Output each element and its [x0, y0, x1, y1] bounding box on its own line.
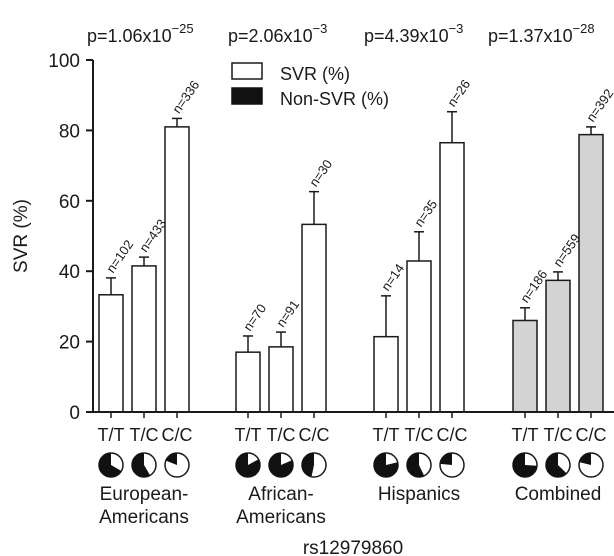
- y-tick-label: 40: [59, 262, 80, 283]
- group-name: Hispanics: [378, 484, 460, 505]
- bar: [235, 351, 261, 413]
- p-value-label: p=1.06x10−25: [87, 21, 194, 46]
- bar: [131, 265, 157, 413]
- p-values: p=1.06x10−25 p=2.06x10−3 p=4.39x10−3 p=1.37…: [87, 21, 595, 46]
- pie-slice-non-svr: [407, 453, 425, 477]
- legend-label-svr: SVR (%): [280, 64, 350, 84]
- group-name: European-: [100, 484, 189, 505]
- legend-label-non-svr: Non-SVR (%): [280, 89, 389, 109]
- p-value-base: p=1.37x10: [488, 26, 573, 46]
- p-value-exponent: −28: [573, 21, 595, 36]
- bar: [578, 133, 604, 413]
- genotype-label: T/T: [512, 425, 539, 445]
- x-axis-label: rs12979860: [303, 538, 403, 556]
- bar: [512, 319, 538, 413]
- genotype-label: T/T: [235, 425, 262, 445]
- genotype-label: T/C: [544, 425, 573, 445]
- pie-slice-non-svr: [546, 453, 567, 477]
- genotype-label: T/C: [405, 425, 434, 445]
- pie-slice-non-svr: [236, 453, 260, 477]
- group-name: Americans: [236, 507, 326, 528]
- bar: [98, 294, 124, 413]
- legend-swatch-non-svr: [231, 87, 263, 105]
- genotype-label: T/T: [373, 425, 400, 445]
- p-value-base: p=1.06x10: [87, 26, 172, 46]
- bar: [545, 279, 571, 413]
- pie-slice-non-svr: [269, 453, 294, 477]
- pie-slice-non-svr: [98, 453, 122, 478]
- p-value-exponent: −3: [313, 21, 328, 36]
- pie-slice-non-svr: [132, 453, 151, 477]
- p-value-exponent: −3: [449, 21, 464, 36]
- genotype-label: T/C: [130, 425, 159, 445]
- group-name: African-: [248, 484, 313, 505]
- pie-slice-non-svr: [579, 453, 591, 465]
- p-value-label: p=2.06x10−3: [228, 21, 327, 46]
- bar: [301, 223, 327, 413]
- bar: [164, 126, 190, 413]
- genotype-label: C/C: [576, 425, 607, 445]
- pie-slice-non-svr: [440, 453, 452, 465]
- n-label: n=91: [273, 297, 302, 330]
- p-value-base: p=4.39x10: [364, 26, 449, 46]
- genotype-label: T/C: [267, 425, 296, 445]
- pie-slice-non-svr: [513, 453, 537, 477]
- p-value-base: p=2.06x10: [228, 26, 313, 46]
- genotype-label: C/C: [162, 425, 193, 445]
- y-axis-label: SVR (%): [11, 199, 32, 273]
- bar: [439, 141, 465, 413]
- group-name: Combined: [515, 484, 602, 505]
- p-value-label: p=1.37x10−28: [488, 21, 595, 46]
- bar: [373, 335, 399, 413]
- n-label: n=30: [306, 157, 335, 190]
- y-tick-label: 20: [59, 333, 80, 354]
- legend: SVR (%) Non-SVR (%): [231, 62, 389, 109]
- legend-swatch-svr: [231, 62, 263, 80]
- genotype-label: C/C: [299, 425, 330, 445]
- y-tick-label: 80: [59, 121, 80, 142]
- bar: [406, 260, 432, 413]
- n-label: n=336: [169, 78, 202, 117]
- n-label: n=392: [583, 86, 614, 125]
- p-value-label: p=4.39x10−3: [364, 21, 463, 46]
- n-label: n=26: [444, 77, 473, 110]
- pie-slice-non-svr: [165, 453, 177, 465]
- n-label: n=70: [240, 301, 269, 334]
- n-label: n=14: [378, 261, 407, 294]
- y-tick-label: 100: [48, 51, 80, 72]
- group-name: Americans: [99, 507, 189, 528]
- y-tick-label: 0: [69, 403, 80, 424]
- genotype-label: T/T: [98, 425, 125, 445]
- pie-slice-non-svr: [301, 452, 314, 477]
- p-value-exponent: −25: [172, 21, 194, 36]
- bar: [268, 346, 294, 413]
- genotype-label: C/C: [437, 425, 468, 445]
- pie-slice-non-svr: [374, 453, 398, 478]
- n-label: n=35: [411, 197, 440, 230]
- y-tick-label: 60: [59, 192, 80, 213]
